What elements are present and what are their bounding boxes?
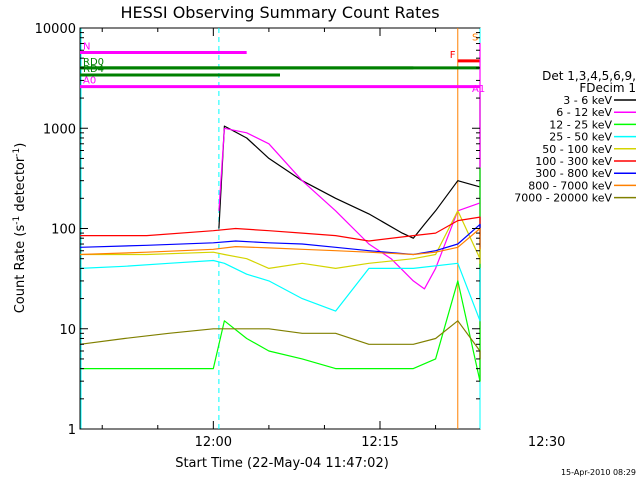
flag-bar-label: A1 [472, 84, 485, 95]
series-line [80, 167, 481, 382]
y-axis-label-mid: detector [13, 156, 28, 216]
chart-title: HESSI Observing Summary Count Rates [120, 3, 439, 22]
y-axis-label-sup2: -1 [12, 148, 22, 157]
legend-entry-label: 300 - 800 keV [535, 167, 612, 180]
y-axis-label-end: ) [13, 143, 28, 148]
y-tick-label: 1000 [43, 122, 76, 137]
legend-entry-label: 7000 - 20000 keV [514, 192, 612, 205]
flag-bar-label: S [472, 33, 478, 44]
legend-header-1: Det 1,3,4,5,6,9, [542, 69, 636, 83]
flag-bar-label: N [83, 41, 90, 52]
y-tick-label: 100 [51, 223, 76, 238]
flag-bar-label: A0 [83, 76, 96, 87]
x-tick-label: 12:15 [361, 435, 398, 450]
legend-entry-label: 12 - 25 keV [549, 118, 612, 131]
series-line [79, 227, 481, 256]
legend-entry-label: 50 - 100 keV [542, 143, 612, 156]
flag-bar-label: F [450, 50, 456, 61]
axes: 11010010001000012:0012:1512:3012:4513:00… [35, 22, 566, 450]
legend-entry-label: 100 - 300 keV [535, 155, 612, 168]
y-tick-label: 1 [68, 423, 76, 438]
legend-header-2: FDecim 1 [579, 81, 636, 95]
flag-bar-label: RD4 [83, 64, 104, 75]
legend-entry-label: 3 - 6 keV [563, 94, 612, 107]
series-layer [79, 42, 481, 382]
series-line [80, 210, 481, 269]
footer-timestamp: 15-Apr-2010 08:29 [561, 468, 636, 477]
legend-entry-label: 6 - 12 keV [556, 106, 612, 119]
y-tick-label: 10 [59, 323, 76, 338]
y-axis-label-main: Count Rate (s [13, 225, 28, 314]
x-axis-label: Start Time (22-May-04 11:47:02) [175, 456, 389, 471]
series-line [79, 259, 481, 322]
x-tick-label: 12:30 [528, 435, 565, 450]
legend-entry-label: 800 - 7000 keV [528, 179, 612, 192]
x-tick-label: 12:00 [195, 435, 232, 450]
y-axis-label: Count Rate (s-1 detector-1) [12, 143, 28, 314]
y-axis-label-sup: -1 [12, 216, 22, 225]
flag-bar-label: RD0 [83, 57, 104, 68]
y-tick-label: 10000 [35, 22, 76, 37]
series-line [79, 320, 481, 360]
legend-entry-label: 25 - 50 keV [549, 131, 612, 144]
